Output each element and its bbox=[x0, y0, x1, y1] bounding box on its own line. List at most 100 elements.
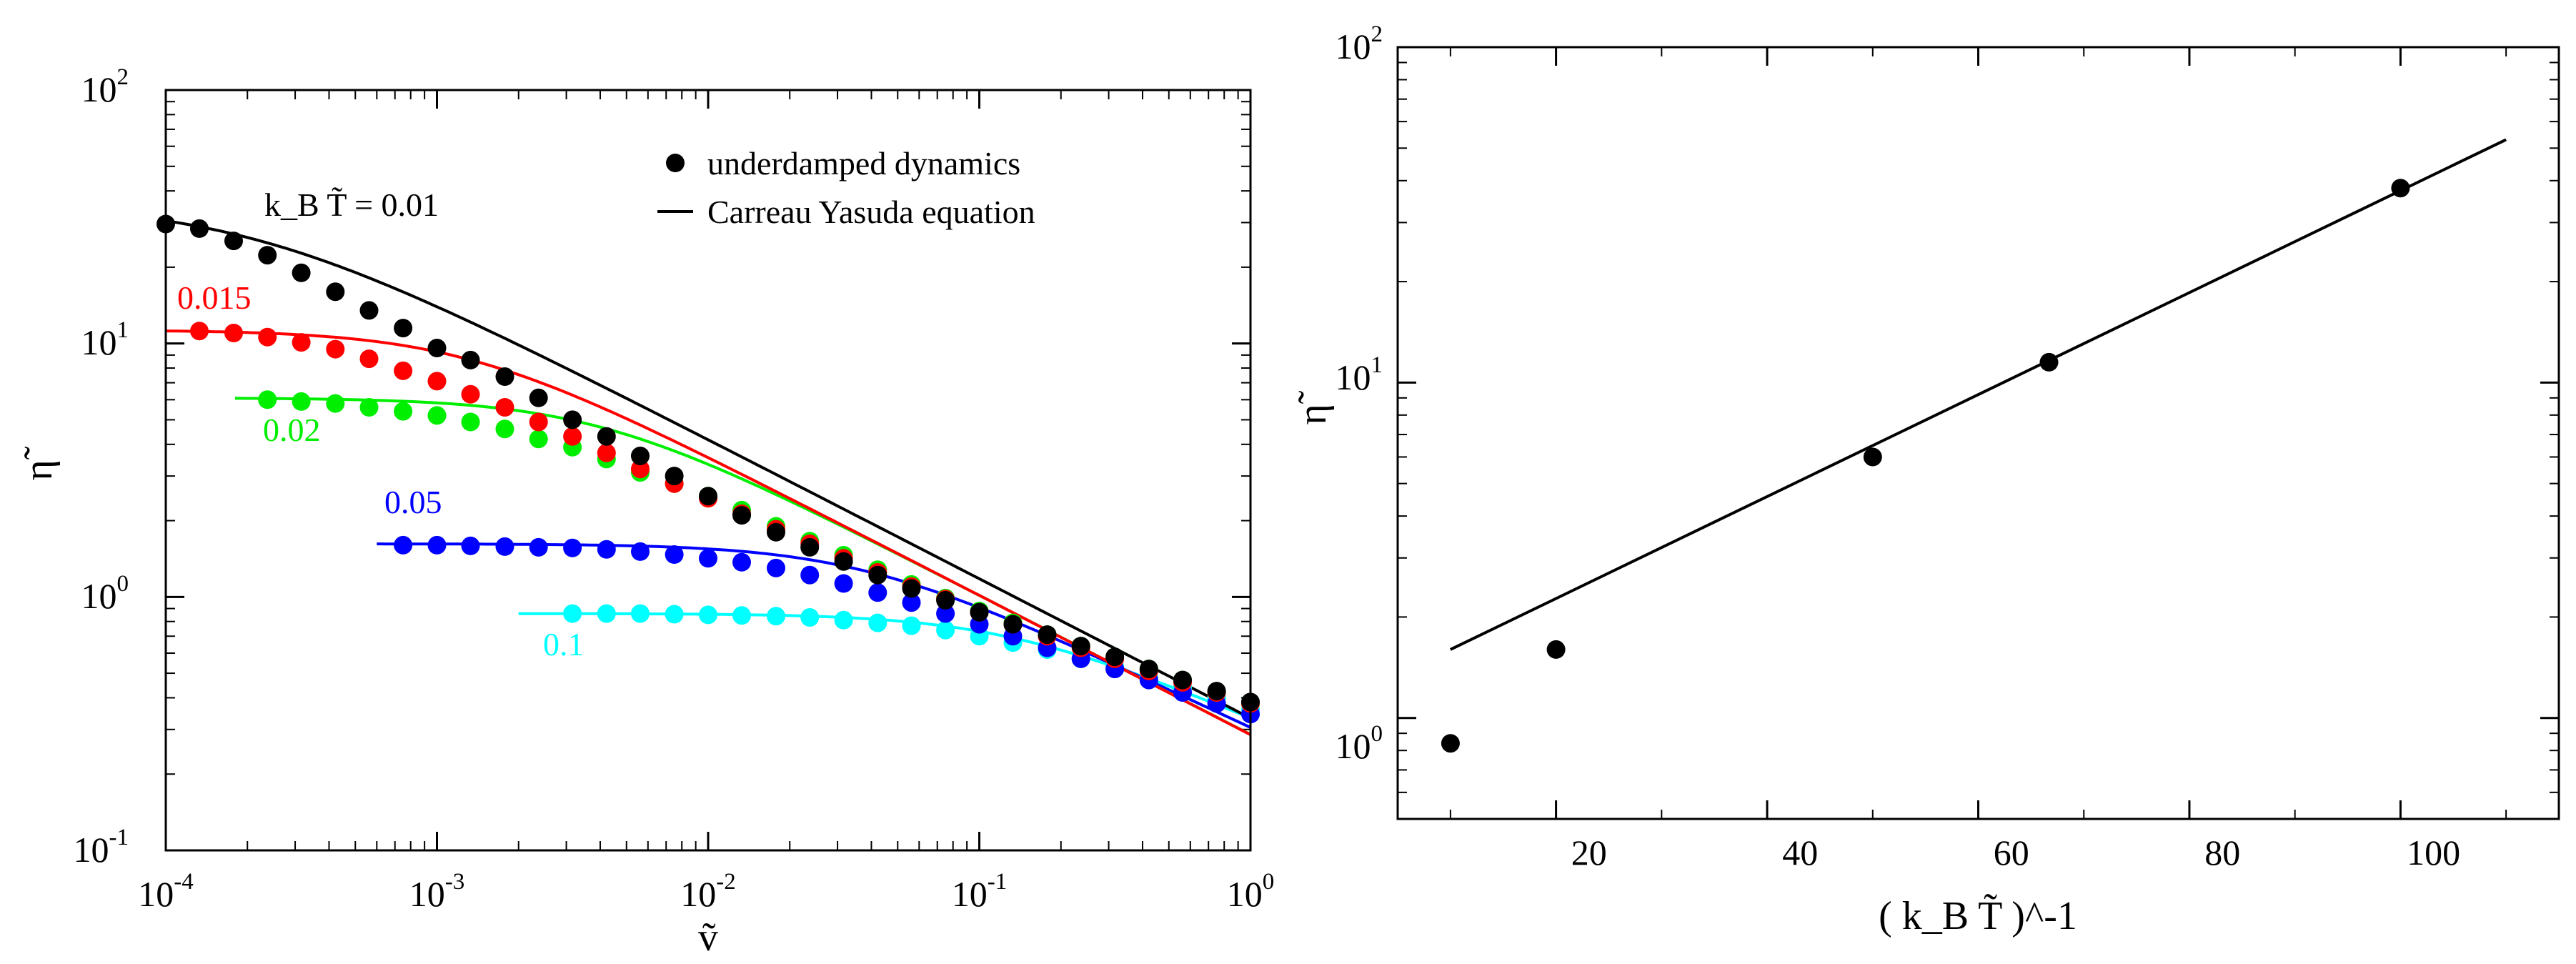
right-x-tick-labels: 20 40 60 80 100 bbox=[1571, 833, 2460, 873]
data-point-0.01 bbox=[529, 388, 548, 407]
right-y-tick-labels: 100 101 102 bbox=[1336, 21, 1383, 766]
left-y-tick-labels: 10-1 100 101 102 bbox=[74, 64, 129, 870]
left-x-tick-label: 10-4 bbox=[138, 869, 194, 914]
data-point-0.02 bbox=[461, 412, 480, 432]
right-x-axis-title: ( k_B T̃ )^-1 bbox=[1879, 893, 2077, 938]
data-point-0.01 bbox=[631, 447, 650, 465]
data-point-0.1 bbox=[767, 607, 785, 626]
data-point-0.01 bbox=[1003, 615, 1023, 634]
data-point-0.01 bbox=[1105, 647, 1125, 667]
left-x-tick-label: 10-2 bbox=[680, 869, 736, 914]
data-point-0.02 bbox=[394, 402, 413, 421]
viscosity-data-point bbox=[1863, 447, 1882, 467]
right-minor-ticks bbox=[1398, 47, 2559, 819]
data-point-0.02 bbox=[292, 392, 311, 411]
curve-label-0.02: 0.02 bbox=[263, 412, 321, 448]
data-point-0.02 bbox=[529, 429, 548, 449]
right-data-points bbox=[1441, 179, 2410, 753]
data-point-0.01 bbox=[970, 602, 989, 622]
right-y-tick-label: 100 bbox=[1336, 721, 1383, 766]
data-point-0.015 bbox=[190, 322, 209, 341]
data-point-0.05 bbox=[665, 545, 684, 564]
data-point-0.015 bbox=[529, 412, 548, 432]
left-y-tick-label: 102 bbox=[81, 64, 129, 109]
left-y-tick-label: 100 bbox=[81, 571, 129, 616]
right-fit-line bbox=[1449, 138, 2507, 651]
temperature-header-label: k_B T̃ = 0.01 bbox=[264, 187, 439, 223]
data-point-0.02 bbox=[258, 390, 277, 409]
data-point-0.01 bbox=[800, 537, 820, 557]
right-plot-frame bbox=[1396, 46, 2560, 820]
data-point-0.05 bbox=[902, 593, 921, 612]
data-point-0.05 bbox=[868, 583, 887, 602]
data-point-0.01 bbox=[394, 319, 413, 338]
data-point-0.05 bbox=[461, 536, 480, 555]
right-chart: 20 40 60 80 100 100 101 102 ( k_B T̃ )^-… bbox=[1291, 21, 2560, 938]
data-point-0.1 bbox=[868, 613, 887, 632]
right-x-tick-label: 40 bbox=[1782, 833, 1818, 873]
left-x-tick-labels: 10-4 10-3 10-2 10-1 100 bbox=[138, 869, 1274, 914]
data-point-0.015 bbox=[427, 372, 447, 391]
data-point-0.1 bbox=[800, 608, 820, 627]
data-point-0.015 bbox=[292, 333, 311, 352]
data-point-0.01 bbox=[767, 522, 785, 542]
data-point-0.05 bbox=[631, 542, 650, 561]
data-point-0.05 bbox=[495, 537, 514, 556]
right-major-ticks bbox=[1398, 46, 2559, 819]
right-x-tick-label: 60 bbox=[1994, 833, 2029, 873]
data-point-0.01 bbox=[427, 339, 447, 357]
data-point-0.01 bbox=[597, 427, 616, 446]
data-point-0.01 bbox=[936, 591, 955, 610]
right-y-axis-title: η̃ bbox=[1291, 390, 1335, 424]
viscosity-data-point bbox=[1546, 640, 1566, 659]
data-point-0.1 bbox=[732, 606, 751, 625]
data-point-0.01 bbox=[359, 301, 379, 320]
data-point-0.1 bbox=[563, 604, 582, 623]
curve-label-0.1: 0.1 bbox=[543, 626, 585, 662]
data-point-0.05 bbox=[427, 535, 447, 555]
data-point-0.01 bbox=[224, 232, 243, 251]
data-point-0.01 bbox=[461, 350, 480, 369]
data-point-0.015 bbox=[563, 427, 582, 446]
left-minor-ticks bbox=[166, 90, 1250, 850]
data-point-0.015 bbox=[461, 384, 480, 404]
data-point-0.02 bbox=[427, 406, 447, 425]
right-y-tick-label: 101 bbox=[1336, 352, 1383, 397]
data-point-0.015 bbox=[394, 361, 413, 380]
data-point-0.01 bbox=[732, 506, 751, 525]
left-x-tick-label: 10-1 bbox=[952, 869, 1008, 914]
data-point-0.01 bbox=[1139, 660, 1158, 679]
data-point-0.05 bbox=[529, 537, 548, 557]
left-chart: 10-4 10-3 10-2 10-1 100 10-1 100 101 102… bbox=[16, 64, 1274, 960]
data-point-0.1 bbox=[699, 605, 717, 625]
data-point-0.01 bbox=[868, 565, 887, 585]
data-point-0.1 bbox=[665, 605, 684, 624]
data-point-0.015 bbox=[326, 339, 345, 359]
data-point-0.015 bbox=[495, 398, 514, 417]
data-point-0.05 bbox=[394, 535, 413, 555]
data-point-0.01 bbox=[1071, 637, 1090, 656]
left-data-points bbox=[156, 214, 1260, 724]
data-point-0.1 bbox=[902, 616, 921, 635]
left-x-axis-title: ṽ bbox=[698, 915, 718, 960]
fit-curve-0.015 bbox=[166, 329, 1250, 736]
data-point-0.1 bbox=[631, 604, 650, 623]
left-y-axis-title: η̃ bbox=[16, 446, 61, 480]
data-point-0.02 bbox=[359, 398, 379, 417]
data-point-0.05 bbox=[699, 549, 717, 568]
data-point-0.01 bbox=[190, 219, 209, 238]
data-point-0.01 bbox=[292, 263, 311, 282]
data-point-0.05 bbox=[767, 558, 785, 577]
data-point-0.015 bbox=[258, 327, 277, 347]
data-point-0.015 bbox=[631, 459, 650, 479]
data-point-0.05 bbox=[563, 538, 582, 557]
left-y-tick-label: 101 bbox=[81, 317, 129, 362]
data-point-0.05 bbox=[800, 565, 820, 585]
viscosity-data-point bbox=[1441, 734, 1460, 753]
data-point-0.02 bbox=[495, 419, 514, 439]
legend-markers-label: underdamped dynamics bbox=[707, 145, 1020, 182]
data-point-0.01 bbox=[563, 410, 582, 429]
data-point-0.05 bbox=[834, 574, 853, 593]
left-major-ticks bbox=[164, 89, 1252, 852]
